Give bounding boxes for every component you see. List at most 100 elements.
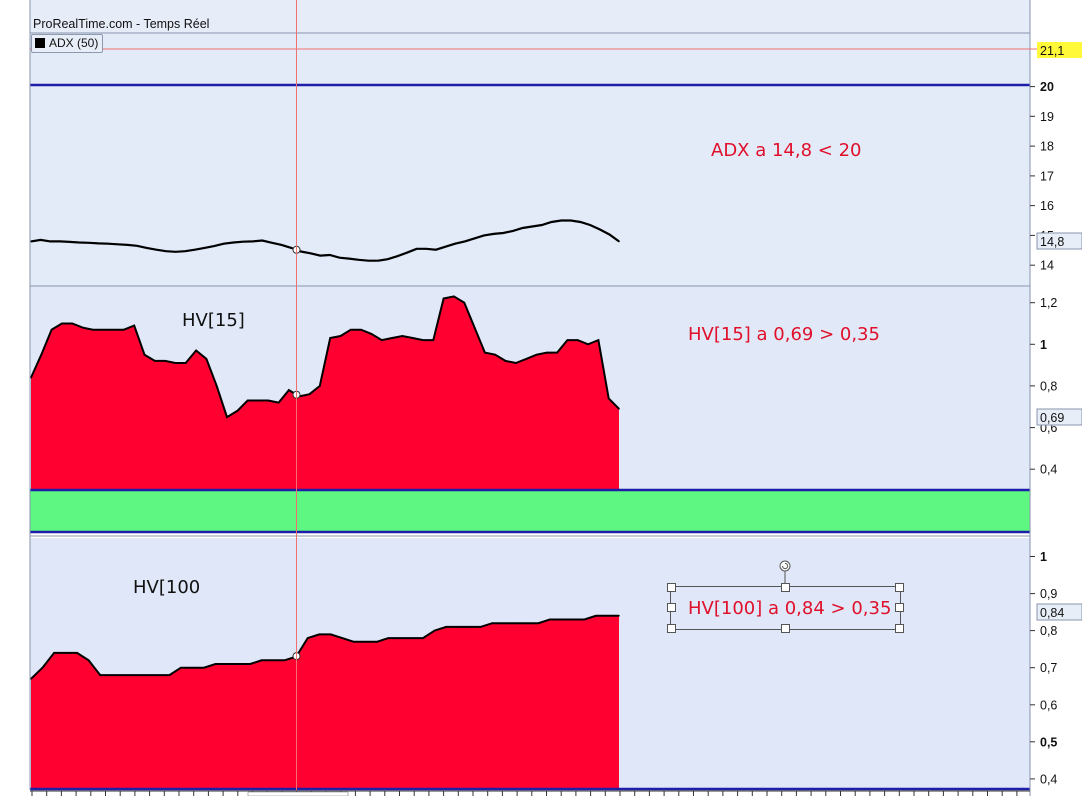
adx-data-point <box>213 245 215 247</box>
resize-handle[interactable] <box>895 624 904 633</box>
hv15-data-point <box>535 353 538 356</box>
adx-data-point <box>406 251 408 254</box>
hv15-data-point <box>504 360 507 362</box>
hv15-data-point <box>288 389 290 391</box>
indicator-tag-label: ADX (50) <box>49 36 99 50</box>
cursor-time-badge <box>247 791 349 796</box>
hv100-data-point <box>76 652 78 654</box>
adx-series-line <box>30 219 620 262</box>
hv100-data-point <box>134 674 136 676</box>
adx-data-point <box>155 248 158 251</box>
adx-data-point <box>464 240 466 243</box>
adx-data-point <box>377 259 379 262</box>
hv100-data-point <box>191 666 194 669</box>
hv100-current-badge <box>1036 603 1082 621</box>
resize-handle[interactable] <box>667 583 676 592</box>
adx-data-point <box>579 221 582 223</box>
indicator-tag-adx[interactable]: ADX (50) <box>31 34 104 53</box>
adx-data-point <box>329 254 331 256</box>
hv15-data-point <box>339 335 342 337</box>
hv15-data-point <box>546 351 548 354</box>
hv15-data-point <box>40 353 43 356</box>
hv15-data-point <box>329 337 332 339</box>
adx-data-point <box>49 240 52 243</box>
hv15-data-point <box>587 343 589 346</box>
adx-data-point <box>203 247 206 249</box>
adx-panel <box>30 33 1030 286</box>
hv100-data-point <box>145 674 148 676</box>
hv15-data-point <box>50 328 53 331</box>
adx-data-point <box>598 228 601 231</box>
cursor-value-badge <box>1037 42 1082 58</box>
y-axis-tick-label: 0,4 <box>1040 463 1057 477</box>
hv100-data-point <box>341 637 344 639</box>
hv100-data-point <box>260 659 263 662</box>
hv100-data-point <box>226 663 228 665</box>
hv15-data-point <box>484 351 486 354</box>
hv100-data-point <box>64 652 67 654</box>
adx-data-point <box>435 248 437 251</box>
hv100-data-point <box>122 674 124 676</box>
adx-data-point <box>589 224 591 226</box>
resize-handle[interactable] <box>781 624 790 633</box>
rotate-handle-icon[interactable] <box>779 560 791 572</box>
hv100-data-point <box>549 618 551 621</box>
hv100-data-point <box>53 652 55 654</box>
hv15-data-point <box>380 339 383 341</box>
hv15-data-point <box>432 339 435 341</box>
adx-data-point <box>473 237 476 240</box>
adx-data-point <box>415 248 418 250</box>
adx-data-point <box>39 239 42 241</box>
hv15-area-fill <box>31 296 619 490</box>
hv100-data-point <box>237 663 240 665</box>
hv100-data-point <box>572 618 574 621</box>
y-axis-tick-label: 20 <box>1040 80 1054 94</box>
hv15-data-point <box>411 337 414 339</box>
hv15-label[interactable]: HV[15] <box>182 310 245 331</box>
hv15-data-point <box>319 385 321 387</box>
adx-data-point <box>290 247 293 249</box>
hv100-data-point <box>283 659 286 662</box>
hv15-data-point <box>195 349 197 352</box>
hv15-data-point <box>515 362 517 364</box>
hv15-annotation[interactable]: HV[15] a 0,69 > 0,35 <box>688 324 880 345</box>
adx-data-point <box>223 242 225 245</box>
adx-data-point <box>97 242 100 245</box>
resize-handle[interactable] <box>781 583 790 592</box>
hv100-data-point <box>110 674 113 676</box>
resize-handle[interactable] <box>895 583 904 592</box>
hv15-data-point <box>236 410 239 412</box>
y-axis-tick-label: 18 <box>1040 140 1054 154</box>
hv15-data-point <box>246 399 249 402</box>
hv15-data-point <box>205 358 208 360</box>
resize-handle[interactable] <box>667 603 676 612</box>
hv100-data-point <box>514 622 516 624</box>
hv15-data-point <box>226 416 228 418</box>
adx-data-point <box>531 225 533 228</box>
adx-data-point <box>454 242 456 245</box>
y-axis-tick-label: 0,8 <box>1040 379 1057 393</box>
adx-data-point <box>78 241 80 244</box>
hv100-annotation[interactable]: HV[100] a 0,84 > 0,35 <box>688 598 892 619</box>
adx-data-point <box>68 241 71 243</box>
hv100-data-point <box>526 622 528 624</box>
adx-data-point <box>232 241 235 244</box>
resize-handle[interactable] <box>895 603 904 612</box>
hv15-data-point <box>566 339 569 341</box>
hv15-data-point <box>30 376 32 379</box>
hv15-current-value: 0,69 <box>1040 411 1064 425</box>
adx-data-point <box>521 227 524 229</box>
adx-data-point <box>560 219 562 222</box>
adx-data-point <box>59 240 61 243</box>
hv100-area-fill <box>31 615 619 789</box>
hv100-data-point <box>180 666 182 669</box>
series-color-swatch <box>35 38 45 48</box>
adx-annotation[interactable]: ADX a 14,8 < 20 <box>711 140 862 161</box>
adx-data-point <box>338 256 341 259</box>
adx-data-point <box>386 258 389 261</box>
y-axis-tick-label: 1 <box>1040 550 1047 564</box>
hv100-label[interactable]: HV[100 <box>133 577 201 598</box>
hv15-data-point <box>123 328 125 331</box>
y-axis-tick-label: 0,5 <box>1040 735 1057 749</box>
resize-handle[interactable] <box>667 624 676 633</box>
